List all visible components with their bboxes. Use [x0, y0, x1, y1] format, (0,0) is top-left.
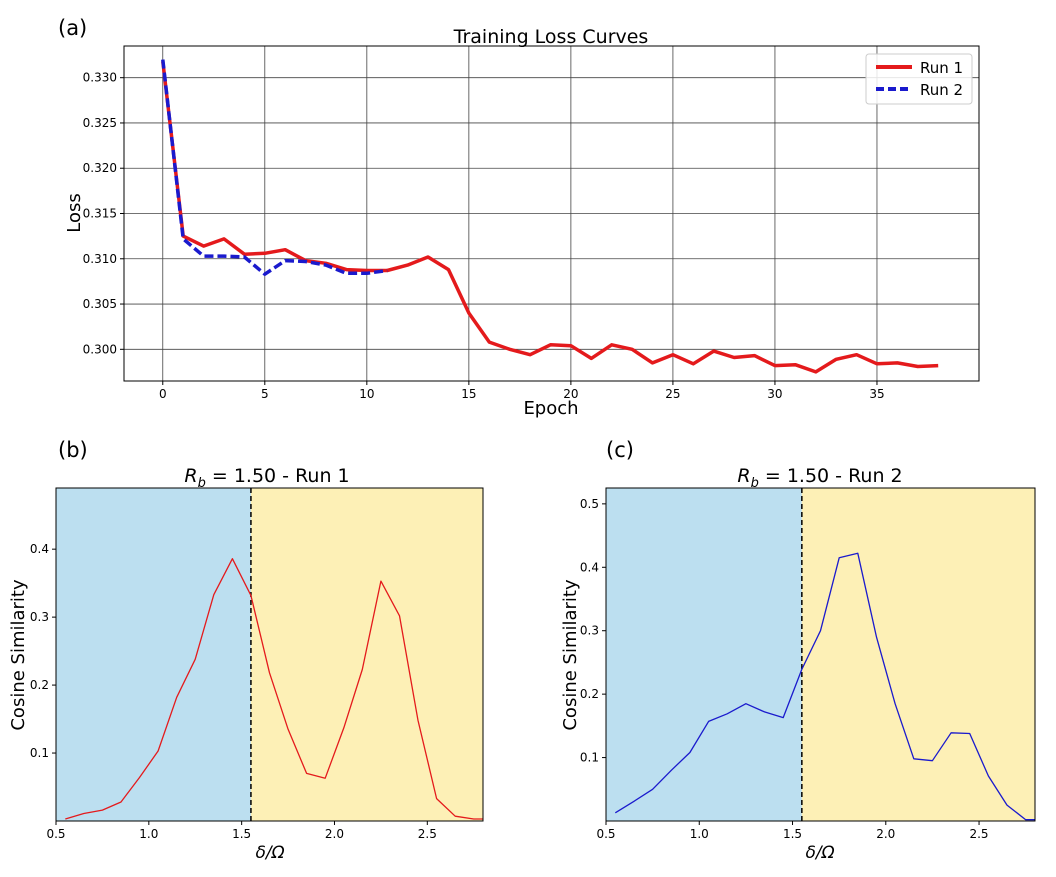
chart-c-ytick-label-3: 0.4 [580, 560, 599, 574]
chart-b-title-sub: b [198, 476, 206, 491]
chart-b-title-main: R [184, 465, 197, 487]
chart-b-series [65, 558, 483, 820]
chart-a-legend: Run 1 Run 2 [865, 53, 973, 105]
chart-c-xtick-label-1: 1.0 [690, 827, 709, 841]
chart-b-ytick-label-2: 0.3 [30, 610, 49, 624]
chart-a-yticks: 0.300 0.305 0.310 0.315 0.320 0.325 0.330 [83, 71, 124, 356]
chart-a-xtick-label-7: 35 [869, 387, 884, 401]
chart-a-ytick-label-4: 0.320 [83, 161, 117, 175]
chart-cosine-run2: Rb = 1.50 - Run 2 0.5 1.0 1.5 2.0 2.5 0.1 0.2… [560, 465, 1036, 863]
chart-b-series-1-line [65, 558, 483, 820]
chart-b-ytick-label-3: 0.4 [30, 542, 49, 556]
chart-a-xtick-label-5: 25 [665, 387, 680, 401]
chart-c-xtick-label-4: 2.5 [969, 827, 988, 841]
chart-c-title-rest: = 1.50 - Run 2 [759, 465, 903, 487]
chart-a-xticks: 0 5 10 15 20 25 30 35 [159, 381, 885, 401]
chart-a-series-1-line [161, 61, 939, 374]
chart-c-ylabel: Cosine Similarity [560, 579, 581, 731]
chart-c-ytick-label-2: 0.3 [580, 624, 599, 638]
panel-label-a: (a) [58, 16, 87, 40]
chart-b-yticks: 0.1 0.2 0.3 0.4 [30, 542, 56, 760]
chart-b-region-0 [56, 488, 251, 821]
chart-a-xtick-label-3: 15 [461, 387, 476, 401]
chart-a-ytick-label-0: 0.300 [83, 342, 117, 356]
chart-a-ytick-label-5: 0.325 [83, 116, 117, 130]
chart-c-xlabel: δ/Ω [805, 843, 834, 863]
chart-c-ytick-label-4: 0.5 [580, 497, 599, 511]
chart-c-xticks: 0.5 1.0 1.5 2.0 2.5 [596, 821, 989, 841]
chart-b-frame [55, 487, 484, 822]
chart-a-series [161, 59, 939, 374]
chart-b-ytick-label-0: 0.1 [30, 746, 49, 760]
chart-c-title-main: R [737, 465, 750, 487]
chart-b-xticks: 0.5 1.0 1.5 2.0 2.5 [46, 821, 437, 841]
chart-a-xtick-label-0: 0 [159, 387, 167, 401]
chart-c-regions [606, 488, 1035, 821]
legend-run2-label: Run 2 [920, 81, 963, 99]
chart-cosine-run1: Rb = 1.50 - Run 1 0.5 1.0 1.5 2.0 2.5 0.1 0.2… [8, 465, 484, 863]
chart-c-ytick-label-0: 0.1 [580, 751, 599, 765]
chart-b-xtick-label-4: 2.5 [418, 827, 437, 841]
chart-a-grid [124, 46, 979, 381]
chart-a-ylabel: Loss [64, 193, 85, 232]
chart-a-ytick-label-2: 0.310 [83, 252, 117, 266]
chart-c-yticks: 0.1 0.2 0.3 0.4 0.5 [580, 497, 606, 765]
chart-b-xtick-label-1: 1.0 [139, 827, 158, 841]
chart-b-title: Rb = 1.50 - Run 1 [184, 465, 349, 491]
chart-a-series-2-line [161, 59, 388, 276]
chart-a-title: Training Loss Curves [453, 26, 649, 48]
chart-b-xtick-label-3: 2.0 [325, 827, 344, 841]
chart-a-xtick-label-1: 5 [261, 387, 269, 401]
chart-a-xtick-label-6: 30 [767, 387, 782, 401]
chart-a-ytick-label-1: 0.305 [83, 297, 117, 311]
chart-a-xlabel: Epoch [523, 398, 578, 419]
chart-b-ytick-label-1: 0.2 [30, 678, 49, 692]
panel-label-c: (c) [606, 438, 634, 462]
chart-c-xtick-label-0: 0.5 [596, 827, 615, 841]
chart-c-xtick-label-3: 2.0 [876, 827, 895, 841]
chart-a-ytick-label-6: 0.330 [83, 71, 117, 85]
chart-c-title-sub: b [751, 476, 759, 491]
chart-a-xtick-label-4: 20 [563, 387, 578, 401]
chart-b-xlabel: δ/Ω [255, 843, 284, 863]
chart-c-ytick-label-1: 0.2 [580, 687, 599, 701]
chart-c-region-0 [606, 488, 802, 821]
chart-c-series-1-line [614, 552, 1035, 821]
chart-c-region-1 [801, 488, 1035, 821]
chart-b-xtick-label-2: 1.5 [232, 827, 251, 841]
chart-b-regions [56, 488, 483, 821]
chart-a-ytick-label-3: 0.315 [83, 207, 117, 221]
legend-run1-label: Run 1 [920, 59, 963, 77]
chart-c-xtick-label-2: 1.5 [783, 827, 802, 841]
chart-b-region-1 [250, 488, 483, 821]
panel-label-b: (b) [58, 438, 88, 462]
chart-b-title-rest: = 1.50 - Run 1 [206, 465, 350, 487]
chart-a-xtick-label-2: 10 [359, 387, 374, 401]
chart-c-series [614, 552, 1035, 821]
chart-training-loss: Training Loss Curves 0 5 10 15 20 25 30 35 0.30… [64, 26, 980, 419]
chart-b-ylabel: Cosine Similarity [8, 579, 29, 731]
chart-c-title: Rb = 1.50 - Run 2 [737, 465, 902, 491]
chart-b-xtick-label-0: 0.5 [46, 827, 65, 841]
chart-c-frame [605, 487, 1036, 822]
